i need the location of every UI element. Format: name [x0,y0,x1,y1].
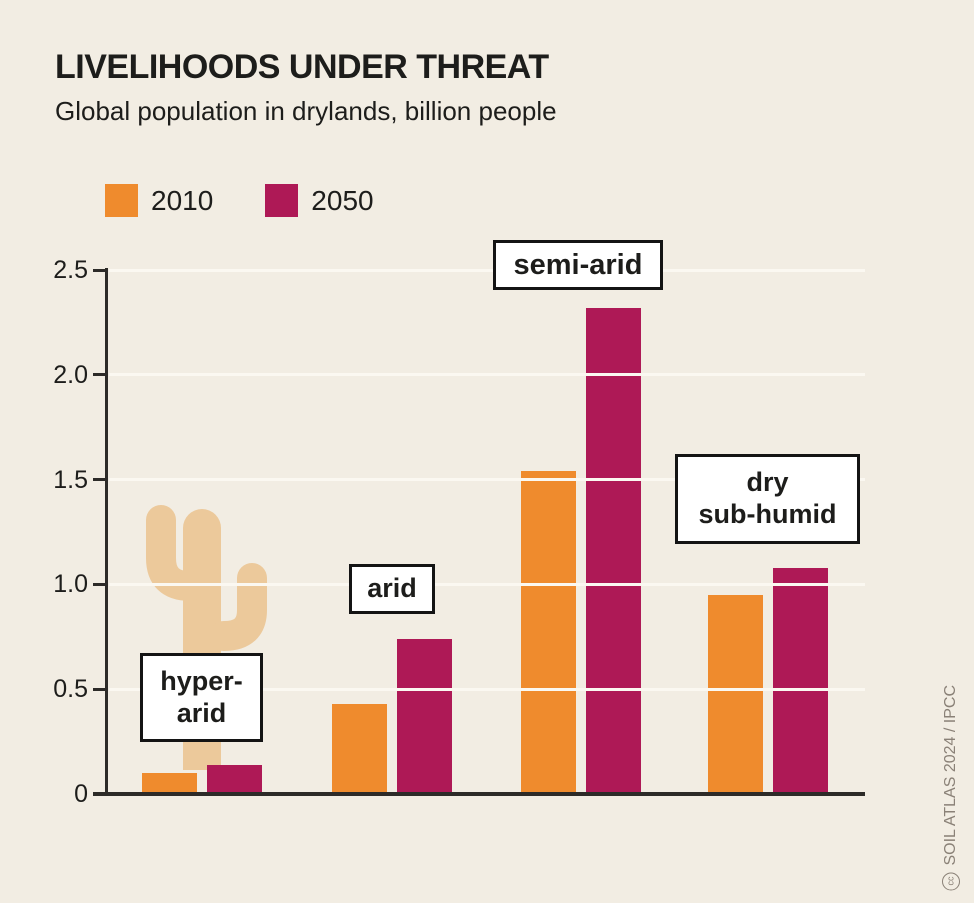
legend-swatch-2010-icon [105,184,138,217]
category-label-arid: arid [349,564,435,614]
bar-dry-sub-humid-2050 [773,567,828,794]
legend-swatch-2050-icon [265,184,299,217]
y-tick-mark-0.5 [93,687,108,691]
bar-semi-arid-2010 [521,471,576,794]
legend: 2010 2050 [105,184,374,217]
gridline-1.5 [109,478,865,482]
legend-item-2010: 2010 [105,184,213,217]
gridline-0.5 [109,687,865,691]
y-tick-label-0.5: 0.5 [53,675,88,704]
bar-hyper-arid-2010 [142,773,197,794]
legend-label-2050: 2050 [311,184,374,216]
y-tick-mark-1.5 [93,478,108,482]
category-label-semi-arid: semi-arid [493,240,663,290]
y-tick-mark-0 [93,792,108,796]
chart-title: LIVELIHOODS UNDER THREAT [55,48,549,86]
y-tick-mark-2.0 [93,373,108,377]
creative-commons-icon: cc [942,873,960,891]
gridline-2.5 [109,268,865,272]
legend-item-2050: 2050 [265,184,374,217]
bar-arid-2050 [397,638,452,794]
y-tick-mark-2.5 [93,268,108,272]
y-tick-label-0: 0 [74,780,88,808]
y-tick-label-1.0: 1.0 [53,570,88,599]
bar-semi-arid-2050 [586,307,641,794]
gridline-2.0 [109,373,865,377]
y-tick-label-2.0: 2.0 [53,360,88,389]
y-tick-label-1.5: 1.5 [53,465,88,494]
legend-label-2010: 2010 [151,184,214,216]
bar-hyper-arid-2050 [207,764,262,794]
category-label-dry-sub-humid: dry sub-humid [675,454,860,544]
x-axis-baseline [93,792,865,796]
y-axis-line [105,268,108,796]
gridline-1.0 [109,582,865,586]
chart-subtitle: Global population in drylands, billion p… [55,96,557,126]
attribution: cc SOIL ATLAS 2024 / IPCC [942,685,960,891]
bar-arid-2010 [332,703,387,794]
category-label-hyper-arid: hyper- arid [140,653,263,742]
cactus-right-arm [209,563,267,651]
bar-dry-sub-humid-2010 [708,594,763,794]
y-tick-label-2.5: 2.5 [53,256,88,284]
attribution-text: SOIL ATLAS 2024 / IPCC [942,685,959,866]
y-tick-mark-1.0 [93,582,108,586]
